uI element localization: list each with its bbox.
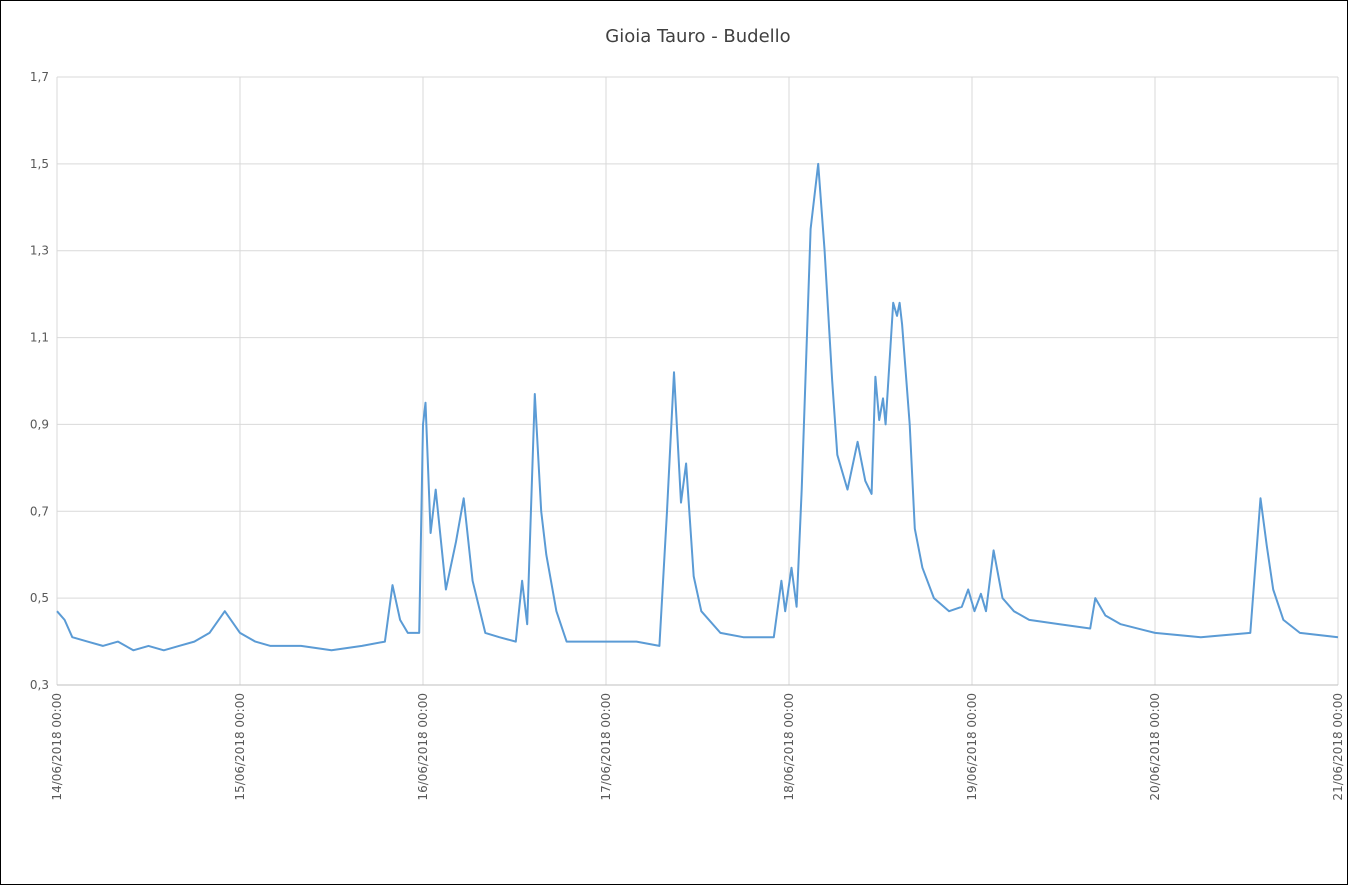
y-tick-label: 0,9 (30, 417, 49, 431)
y-tick-label: 0,7 (30, 504, 49, 518)
x-tick-label: 17/06/2018 00:00 (599, 693, 613, 801)
x-tick-label: 14/06/2018 00:00 (50, 693, 64, 801)
y-tick-label: 1,3 (30, 244, 49, 258)
x-tick-label: 19/06/2018 00:00 (965, 693, 979, 801)
x-tick-label: 16/06/2018 00:00 (416, 693, 430, 801)
y-tick-label: 1,5 (30, 157, 49, 171)
data-line (56, 162, 1339, 652)
chart-title: Gioia Tauro - Budello (605, 26, 790, 47)
y-tick-label: 0,3 (30, 678, 49, 692)
x-tick-label: 15/06/2018 00:00 (233, 693, 247, 801)
x-tick-label: 20/06/2018 00:00 (1148, 693, 1162, 801)
y-tick-label: 1,7 (30, 70, 49, 84)
x-tick-label: 18/06/2018 00:00 (782, 693, 796, 801)
y-tick-label: 0,5 (30, 591, 49, 605)
y-tick-label: 1,1 (30, 331, 49, 345)
x-tick-label: 21/06/2018 00:00 (1331, 693, 1345, 801)
